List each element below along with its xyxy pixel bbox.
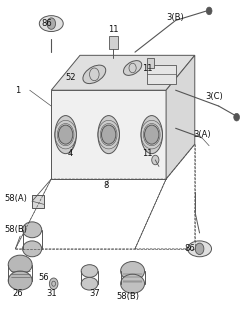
- Text: 56: 56: [39, 273, 49, 282]
- Circle shape: [195, 243, 204, 254]
- Circle shape: [102, 125, 116, 144]
- Ellipse shape: [81, 265, 98, 277]
- Ellipse shape: [121, 274, 144, 293]
- Ellipse shape: [123, 60, 142, 76]
- Ellipse shape: [121, 261, 144, 281]
- Circle shape: [206, 7, 212, 15]
- Polygon shape: [51, 55, 195, 90]
- Polygon shape: [51, 90, 166, 179]
- Text: 1: 1: [15, 86, 20, 95]
- Text: 26: 26: [12, 289, 23, 298]
- Text: 11: 11: [142, 63, 152, 73]
- Text: 31: 31: [46, 289, 57, 298]
- Ellipse shape: [39, 16, 63, 32]
- Ellipse shape: [8, 271, 32, 290]
- Text: 86: 86: [185, 244, 195, 253]
- Circle shape: [152, 155, 159, 165]
- Text: 86: 86: [41, 19, 52, 28]
- Ellipse shape: [141, 116, 163, 154]
- Ellipse shape: [188, 241, 212, 257]
- Ellipse shape: [22, 222, 42, 238]
- Text: 37: 37: [89, 289, 100, 298]
- Ellipse shape: [81, 277, 98, 290]
- FancyBboxPatch shape: [147, 59, 154, 68]
- Text: 58(B): 58(B): [116, 292, 139, 301]
- Text: 11: 11: [142, 149, 152, 158]
- Ellipse shape: [8, 255, 32, 274]
- Text: 8: 8: [104, 181, 109, 190]
- Circle shape: [49, 278, 58, 289]
- Text: 4: 4: [68, 149, 73, 158]
- Text: 3(B): 3(B): [167, 13, 184, 22]
- Ellipse shape: [22, 241, 42, 257]
- Text: 52: 52: [65, 73, 76, 82]
- Circle shape: [234, 113, 240, 121]
- Text: 11: 11: [108, 25, 119, 35]
- FancyBboxPatch shape: [109, 36, 118, 49]
- Circle shape: [144, 125, 159, 144]
- FancyBboxPatch shape: [32, 195, 44, 208]
- Ellipse shape: [98, 116, 119, 154]
- Ellipse shape: [83, 65, 106, 84]
- Text: 58(A): 58(A): [4, 194, 27, 203]
- FancyBboxPatch shape: [147, 65, 176, 84]
- Polygon shape: [166, 55, 195, 179]
- Ellipse shape: [55, 116, 76, 154]
- Circle shape: [59, 125, 73, 144]
- Text: 3(A): 3(A): [193, 130, 211, 139]
- Circle shape: [47, 18, 56, 29]
- Text: 58(B): 58(B): [4, 225, 27, 234]
- Text: 3(C): 3(C): [205, 92, 223, 101]
